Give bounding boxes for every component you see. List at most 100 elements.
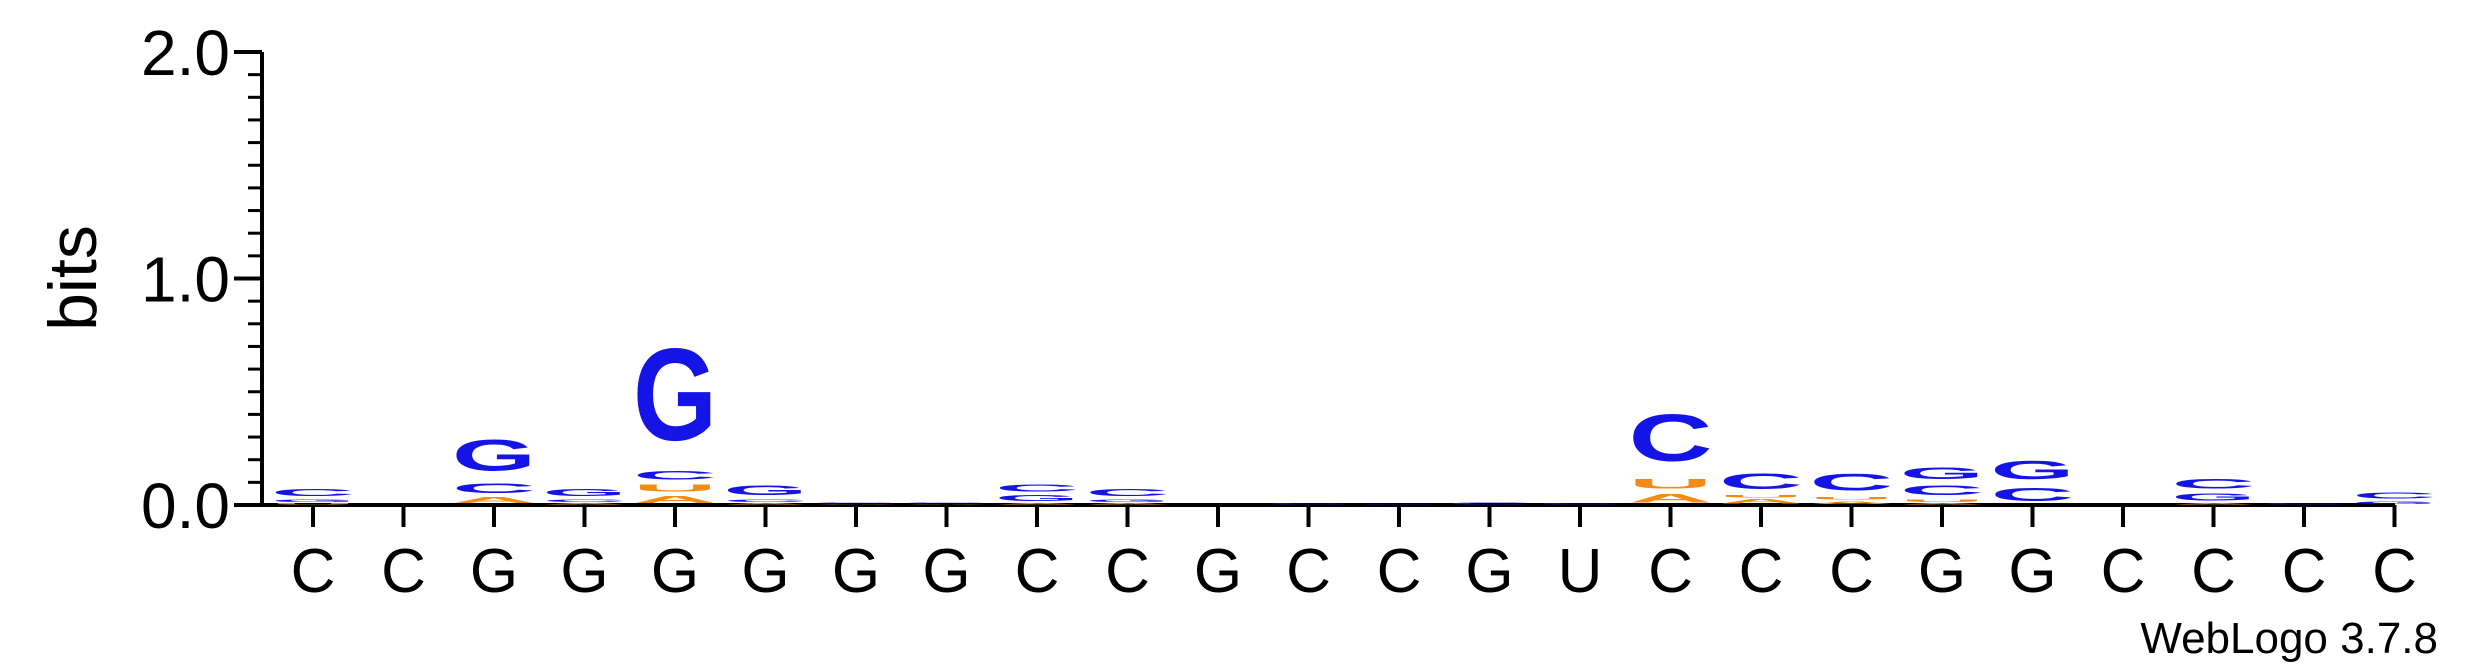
y-major-ticks: 0.0 1.0 2.0 (141, 17, 262, 542)
x-tick-label: G (741, 537, 789, 606)
logo-letter-c: C (452, 480, 536, 496)
x-tick-label: G (832, 537, 880, 606)
logo-letter-c: C (1448, 502, 1532, 505)
logo-letter-a: A (1086, 503, 1170, 505)
x-tick-label: G (922, 537, 970, 606)
logo-letter-a: A (543, 503, 627, 505)
logo-letter-a: A (2172, 503, 2256, 505)
x-tick-label: C (2101, 537, 2146, 606)
position-stack: AUC (1719, 469, 1803, 505)
y-tick-label: 0.0 (141, 470, 230, 542)
logo-letter-a: A (1900, 503, 1984, 505)
logo-letter-c: C (995, 482, 1079, 493)
logo-letter-g: G (633, 322, 717, 468)
logo-letter-g: G (271, 498, 355, 502)
x-tick-label: G (1465, 537, 1513, 606)
logo-letter-g: G (1086, 498, 1170, 502)
x-tick-label: C (2191, 537, 2236, 606)
position-stack: ACG (814, 501, 898, 505)
logo-letter-c: C (2353, 491, 2437, 500)
logo-letter-a: A (905, 504, 989, 505)
logo-letter-a: A (1629, 491, 1713, 505)
logo-letter-c: C (724, 498, 808, 502)
x-tick-label: G (560, 537, 608, 606)
position-stack: GC (2353, 491, 2437, 505)
x-tick-label: C (1377, 537, 1422, 606)
position-stack: C (1538, 503, 1622, 505)
logo-letter-g: G (905, 502, 989, 503)
logo-letter-c: C (271, 487, 355, 498)
x-tick-label: G (1194, 537, 1242, 606)
logo-letter-c: C (1538, 503, 1622, 505)
y-axis: 0.0 1.0 2.0 (141, 17, 2395, 542)
logo-letter-a: A (724, 503, 808, 505)
logo-letter-g: G (452, 430, 536, 480)
logo-letter-g: G (814, 501, 898, 502)
position-stack: ACG (905, 502, 989, 505)
position-stack: C (1357, 504, 1441, 505)
y-axis-label: bits (35, 225, 111, 331)
logo-letter-u: U (271, 503, 355, 505)
x-tick-label: U (1558, 537, 1603, 606)
logo-letter-u: U (1900, 498, 1984, 502)
weblogo-version-label: WebLogo 3.7.8 (2140, 614, 2438, 663)
x-tick-label: C (1105, 537, 1150, 606)
position-stack: AGC (1086, 487, 1170, 505)
logo-letter-u: U (633, 482, 717, 493)
y-tick-label: 2.0 (141, 17, 230, 89)
logo-letter-a: A (1810, 501, 1894, 505)
logo-letter-g: G (2172, 492, 2256, 503)
x-tick-label: G (470, 537, 518, 606)
x-tick-label: C (1739, 537, 1784, 606)
logo-letter-c: C (2262, 503, 2346, 505)
position-stack: CG (1991, 455, 2075, 505)
logo-letter-c: C (1267, 503, 1351, 505)
logo-letter-g: G (995, 494, 1079, 503)
x-tick-label: C (2282, 537, 2327, 606)
position-stack: C (1448, 502, 1532, 505)
logo-letter-g: G (1900, 464, 1984, 482)
logo-letter-g: G (1991, 455, 2075, 484)
logo-letter-c: C (814, 503, 898, 504)
logo-letter-c: C (1810, 469, 1894, 496)
x-tick-label: G (1918, 537, 1966, 606)
logo-letter-a: A (633, 494, 717, 505)
logo-letter-c: C (1629, 401, 1713, 476)
logo-letter-c: C (905, 503, 989, 504)
x-tick-label: C (1286, 537, 1331, 606)
logo-letter-u: U (1719, 494, 1803, 498)
position-stack: ACG (452, 430, 536, 505)
position-stack: UGC (271, 487, 355, 505)
logo-letter-c: C (2172, 475, 2256, 491)
logo-letter-c: C (1357, 504, 1441, 505)
logo-letter-c: C (1086, 487, 1170, 498)
logo-letter-g: G (2353, 501, 2437, 505)
position-stack: AGC (995, 482, 1079, 505)
position-stack: C (2262, 503, 2346, 505)
logo-letter-a: A (995, 503, 1079, 505)
logo-letter-c: C (1991, 485, 2075, 505)
position-stack: ACG (543, 487, 627, 505)
logo-letter-c: C (633, 469, 717, 483)
position-stack: C (1267, 503, 1351, 505)
x-tick-label: C (2372, 537, 2417, 606)
x-tick-label: C (1015, 537, 1060, 606)
logo-letter-c: C (1719, 469, 1803, 494)
y-tick-label: 1.0 (141, 244, 230, 316)
x-tick-label: C (1829, 537, 1874, 606)
logo-letter-u: U (1629, 475, 1713, 491)
logo-letter-a: A (452, 496, 536, 505)
position-stack: AGC (2172, 475, 2256, 505)
position-stack: ACG (724, 482, 808, 505)
x-tick-label: C (381, 537, 426, 606)
logo-letter-g: G (543, 487, 627, 498)
x-tick-label: C (1648, 537, 1693, 606)
x-tick-label: G (651, 537, 699, 606)
position-stack: AUC (1629, 401, 1713, 505)
logo-letter-c: C (1900, 482, 1984, 498)
